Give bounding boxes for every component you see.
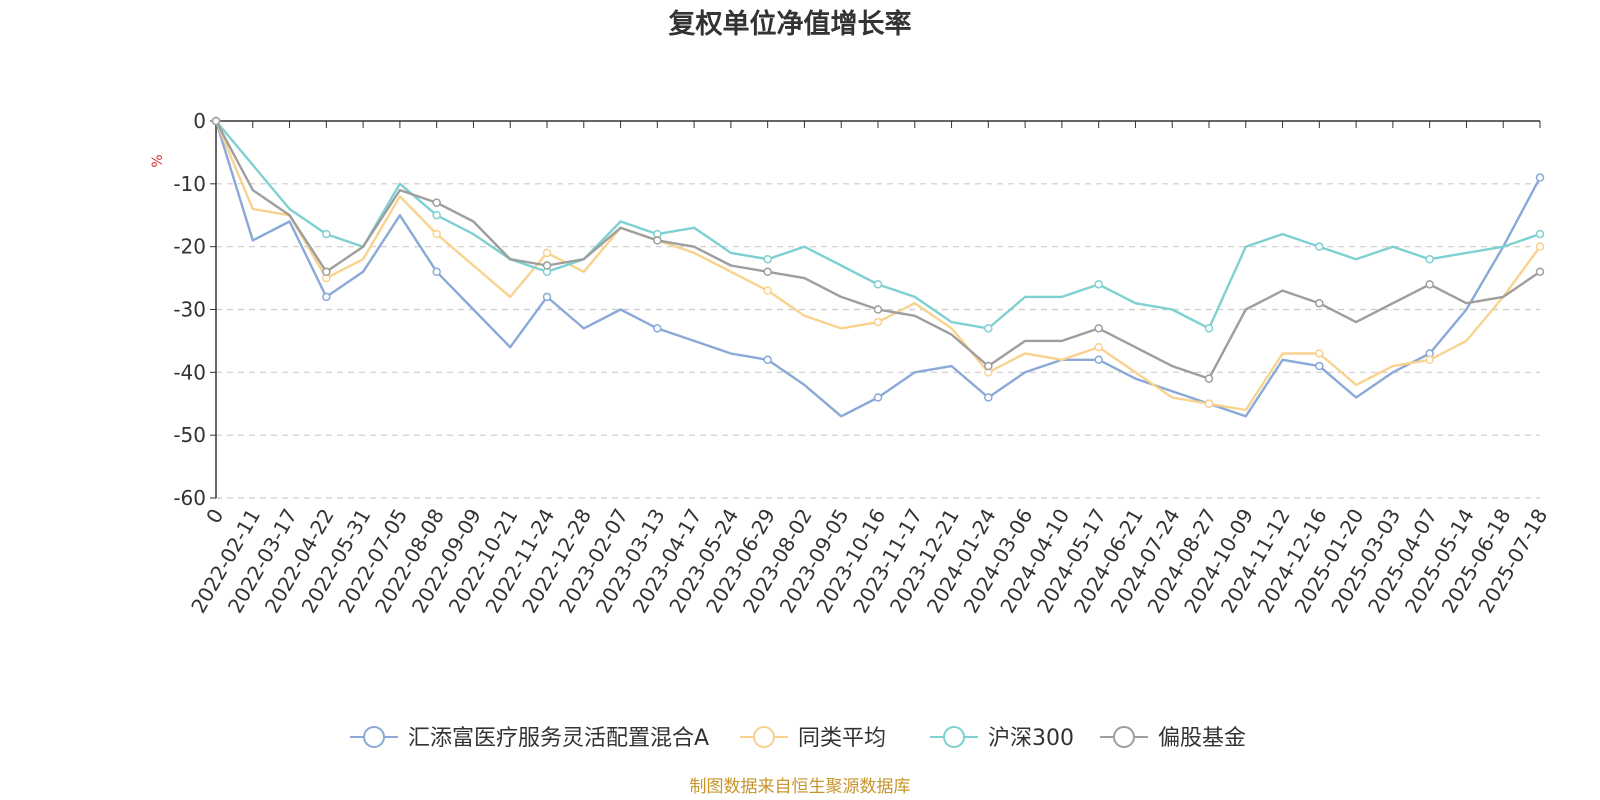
legend-label: 同类平均 xyxy=(798,726,886,751)
data-point xyxy=(1315,361,1324,371)
series-line xyxy=(214,120,1541,412)
data-point xyxy=(763,355,772,365)
legend-marker-icon xyxy=(1113,726,1135,748)
data-point xyxy=(1094,355,1103,365)
data-point xyxy=(1425,355,1434,365)
data-point xyxy=(1315,242,1324,251)
data-point xyxy=(873,317,883,327)
chart-title: 复权单位净值增长率 xyxy=(669,8,912,40)
y-axis-unit: % xyxy=(150,154,166,167)
data-point xyxy=(1094,324,1103,333)
data-point xyxy=(1094,342,1103,352)
legend-item[interactable]: 同类平均 xyxy=(740,726,886,751)
data-point xyxy=(873,393,883,402)
legend-marker-icon xyxy=(753,726,775,748)
data-point xyxy=(653,236,662,245)
data-point xyxy=(1315,298,1324,308)
y-tick-label: 0 xyxy=(193,109,206,133)
y-tick-label: -40 xyxy=(173,360,206,384)
series-1 xyxy=(211,116,1545,412)
data-point xyxy=(1315,349,1324,358)
data-point xyxy=(1535,173,1545,182)
y-tick-label: -50 xyxy=(173,423,206,447)
legend[interactable]: 汇添富医疗服务灵活配置混合A 同类平均 沪深300 偏股基金 xyxy=(350,726,1246,751)
data-point xyxy=(763,267,772,277)
data-point xyxy=(1425,280,1434,289)
series-2 xyxy=(211,116,1545,333)
data-point xyxy=(322,229,331,239)
data-point xyxy=(1094,280,1103,289)
y-tick-label: -60 xyxy=(173,486,206,510)
data-point xyxy=(763,254,772,264)
data-point xyxy=(984,393,993,402)
data-point xyxy=(1204,324,1214,333)
data-point xyxy=(1535,242,1545,251)
legend-item[interactable]: 沪深300 xyxy=(930,726,1074,751)
data-point xyxy=(322,292,331,302)
legend-marker-icon xyxy=(943,726,965,748)
data-point xyxy=(542,261,552,270)
data-point xyxy=(432,229,441,239)
legend-item[interactable]: 偏股基金 xyxy=(1100,726,1246,751)
x-tick-labels: 02022-02-112022-03-172022-04-222022-05-3… xyxy=(186,504,1552,617)
legend-item[interactable]: 汇添富医疗服务灵活配置混合A xyxy=(350,726,709,751)
series-line xyxy=(214,120,1541,380)
y-tick-label: -30 xyxy=(173,298,206,322)
data-point xyxy=(763,286,772,295)
data-point xyxy=(322,267,331,277)
x-tick-label: 0 xyxy=(201,505,228,528)
legend-label: 偏股基金 xyxy=(1158,726,1246,751)
data-point xyxy=(1204,374,1214,383)
legend-marker-icon xyxy=(363,726,385,748)
data-point xyxy=(432,198,441,207)
data-point xyxy=(984,324,993,333)
axes xyxy=(210,120,1541,499)
grid-lines xyxy=(216,183,1540,499)
y-tick-label: -20 xyxy=(173,235,206,259)
source-note: 制图数据来自恒生聚源数据库 xyxy=(690,777,911,797)
data-point xyxy=(1204,399,1214,408)
series-lines xyxy=(211,116,1545,418)
legend-label: 汇添富医疗服务灵活配置混合A xyxy=(408,726,709,751)
data-point xyxy=(211,116,221,126)
data-point xyxy=(1535,229,1545,239)
series-0 xyxy=(211,116,1545,418)
data-point xyxy=(653,324,662,333)
data-point xyxy=(542,292,552,302)
series-line xyxy=(215,120,1541,330)
data-point xyxy=(542,248,552,258)
y-tick-label: -10 xyxy=(173,172,206,196)
series-3 xyxy=(211,116,1545,383)
data-point xyxy=(432,267,441,277)
data-point xyxy=(1425,254,1434,264)
y-tick-labels: 0 -10 -20 -30 -40 -50 -60 xyxy=(173,109,206,510)
legend-label: 沪深300 xyxy=(988,726,1074,751)
data-point xyxy=(873,305,883,314)
data-point xyxy=(432,211,441,220)
data-point xyxy=(984,361,993,371)
data-point xyxy=(873,280,883,289)
data-point xyxy=(1535,267,1545,277)
